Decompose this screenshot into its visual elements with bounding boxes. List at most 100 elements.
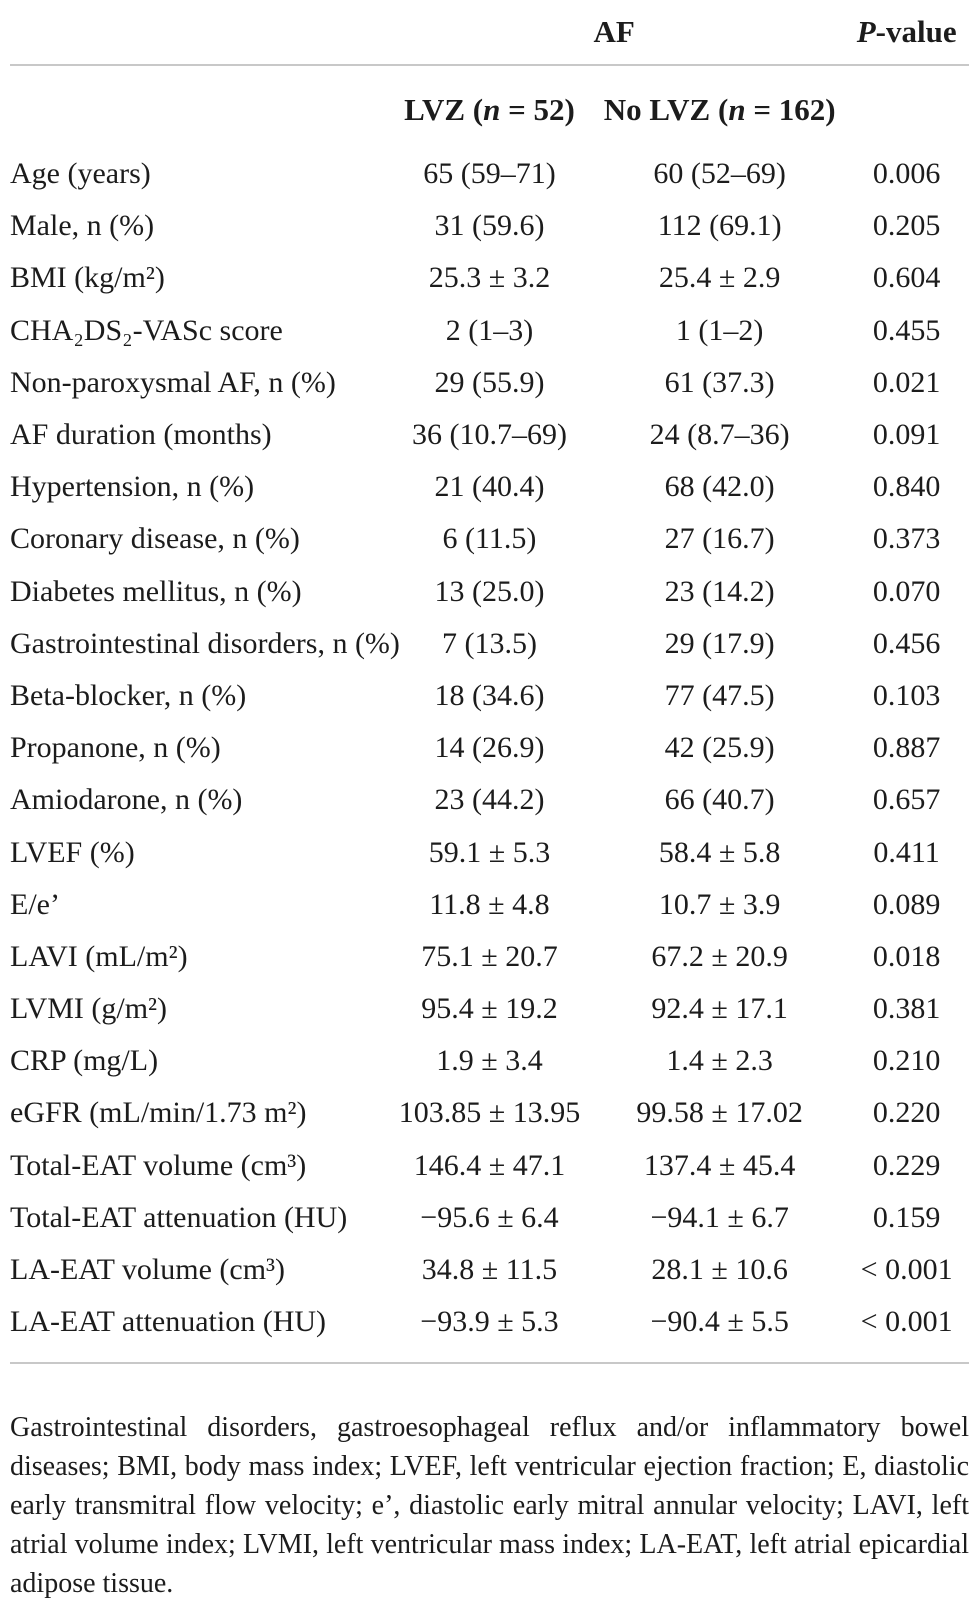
table-footnote: Gastrointestinal disorders, gastroesopha… [10, 1412, 969, 1600]
table-subheader-row: LVZ (n = 52) No LVZ (n = 162) [10, 66, 969, 148]
no-lvz-header-count: = 162) [745, 92, 836, 127]
lvz-value: 25.3 ± 3.2 [428, 261, 551, 295]
no-lvz-header-text: No LVZ ( [603, 92, 729, 127]
no-lvz-value: 61 (37.3) [664, 365, 775, 399]
row-label: E/e’ [10, 887, 60, 921]
lvz-value: 95.4 ± 19.2 [421, 992, 558, 1026]
lvz-value: 6 (11.5) [442, 522, 537, 556]
lvz-value: −93.9 ± 5.3 [420, 1305, 559, 1339]
p-value: 0.604 [872, 261, 941, 295]
lvz-value: 146.4 ± 47.1 [413, 1148, 566, 1182]
row-label: Amiodarone, n (%) [10, 783, 243, 817]
row-label: Age (years) [10, 157, 151, 191]
no-lvz-value: 42 (25.9) [664, 731, 775, 765]
table-row: Total-EAT attenuation (HU) −95.6 ± 6.4 −… [10, 1192, 969, 1244]
no-lvz-value: 60 (52–69) [653, 157, 786, 191]
row-label: LVEF (%) [10, 835, 135, 869]
p-value: 0.070 [872, 574, 941, 608]
table-row: Amiodarone, n (%) 23 (44.2) 66 (40.7) 0.… [10, 774, 969, 826]
p-value: < 0.001 [860, 1305, 953, 1339]
lvz-value: 29 (55.9) [434, 365, 545, 399]
lvz-value: 23 (44.2) [434, 783, 545, 817]
row-label: AF duration (months) [10, 418, 272, 452]
lvz-header-count: = 52) [500, 92, 575, 127]
no-lvz-value: 77 (47.5) [664, 678, 775, 712]
header-p-value: P-value [844, 14, 969, 50]
no-lvz-value: −90.4 ± 5.5 [650, 1305, 789, 1339]
p-value: < 0.001 [860, 1253, 953, 1287]
lvz-value: 18 (34.6) [434, 678, 545, 712]
table-row: AF duration (months) 36 (10.7–69) 24 (8.… [10, 409, 969, 461]
table-row: Diabetes mellitus, n (%) 13 (25.0) 23 (1… [10, 566, 969, 618]
row-label: eGFR (mL/min/1.73 m²) [10, 1096, 307, 1130]
row-label: Non-paroxysmal AF, n (%) [10, 365, 336, 399]
table-row: eGFR (mL/min/1.73 m²) 103.85 ± 13.95 99.… [10, 1087, 969, 1139]
no-lvz-value: 137.4 ± 45.4 [643, 1148, 796, 1182]
row-label: CHA₂DS₂-VASc score [10, 313, 283, 347]
lvz-value: 13 (25.0) [434, 574, 545, 608]
p-value: 0.840 [872, 470, 941, 504]
no-lvz-value: 66 (40.7) [664, 783, 775, 817]
row-label: BMI (kg/m²) [10, 261, 165, 295]
table-row: CHA₂DS₂-VASc score 2 (1–3) 1 (1–2) 0.455 [10, 305, 969, 357]
no-lvz-value: 58.4 ± 5.8 [658, 835, 781, 869]
lvz-value: −95.6 ± 6.4 [420, 1200, 559, 1234]
lvz-value: 59.1 ± 5.3 [428, 835, 551, 869]
row-label: Coronary disease, n (%) [10, 522, 300, 556]
lvz-value: 75.1 ± 20.7 [421, 939, 558, 973]
table-row: CRP (mg/L) 1.9 ± 3.4 1.4 ± 2.3 0.210 [10, 1035, 969, 1087]
no-lvz-value: 23 (14.2) [664, 574, 775, 608]
lvz-value: 36 (10.7–69) [411, 418, 567, 452]
row-label: LA-EAT volume (cm³) [10, 1253, 286, 1287]
lvz-value: 14 (26.9) [434, 731, 545, 765]
table-row: LA-EAT volume (cm³) 34.8 ± 11.5 28.1 ± 1… [10, 1244, 969, 1296]
no-lvz-value: 25.4 ± 2.9 [658, 261, 781, 295]
row-label: Hypertension, n (%) [10, 470, 255, 504]
lvz-value: 7 (13.5) [441, 626, 537, 660]
row-label: Propanone, n (%) [10, 731, 221, 765]
row-label: CRP (mg/L) [10, 1044, 159, 1078]
table-row: Male, n (%) 31 (59.6) 112 (69.1) 0.205 [10, 200, 969, 252]
lvz-value: 34.8 ± 11.5 [421, 1253, 558, 1287]
p-value: 0.006 [872, 157, 941, 191]
no-lvz-value: 92.4 ± 17.1 [651, 992, 788, 1026]
p-value: 0.210 [872, 1044, 941, 1078]
table-row: LAVI (mL/m²) 75.1 ± 20.7 67.2 ± 20.9 0.0… [10, 931, 969, 983]
p-value: 0.229 [872, 1148, 941, 1182]
p-value: 0.455 [872, 313, 941, 347]
row-label: Total-EAT volume (cm³) [10, 1148, 307, 1182]
bottom-rule [10, 1362, 969, 1365]
row-label: Beta-blocker, n (%) [10, 678, 247, 712]
lvz-value: 21 (40.4) [434, 470, 545, 504]
lvz-value: 2 (1–3) [445, 313, 534, 347]
lvz-value: 11.8 ± 4.8 [429, 887, 550, 921]
lvz-value: 1.9 ± 3.4 [436, 1044, 543, 1078]
row-label: Diabetes mellitus, n (%) [10, 574, 302, 608]
column-header-lvz: LVZ (n = 52) [384, 92, 595, 128]
no-lvz-value: 28.1 ± 10.6 [651, 1253, 788, 1287]
no-lvz-value: 1.4 ± 2.3 [666, 1044, 773, 1078]
p-value: 0.021 [872, 365, 941, 399]
table-row: Propanone, n (%) 14 (26.9) 42 (25.9) 0.8… [10, 722, 969, 774]
p-value: 0.381 [872, 992, 941, 1026]
row-label: LA-EAT attenuation (HU) [10, 1305, 327, 1339]
p-italic-letter: P [856, 14, 876, 49]
p-value: 0.018 [872, 939, 941, 973]
p-value: 0.159 [872, 1200, 941, 1234]
table-header-row: AF P-value [10, 0, 969, 64]
p-value: 0.089 [872, 887, 941, 921]
p-value-suffix: -value [875, 14, 957, 49]
no-lvz-value: −94.1 ± 6.7 [650, 1200, 789, 1234]
table-row: LVMI (g/m²) 95.4 ± 19.2 92.4 ± 17.1 0.38… [10, 983, 969, 1035]
row-label: LVMI (g/m²) [10, 992, 168, 1026]
column-header-no-lvz: No LVZ (n = 162) [595, 92, 844, 128]
p-value: 0.887 [872, 731, 941, 765]
p-value: 0.657 [872, 783, 941, 817]
no-lvz-value: 10.7 ± 3.9 [658, 887, 781, 921]
table-row: Gastrointestinal disorders, n (%) 7 (13.… [10, 618, 969, 670]
lvz-header-text: LVZ ( [404, 92, 484, 127]
row-label: Gastrointestinal disorders, n (%) [10, 626, 400, 660]
p-value: 0.373 [872, 522, 941, 556]
no-lvz-value: 68 (42.0) [664, 470, 775, 504]
table-row: LVEF (%) 59.1 ± 5.3 58.4 ± 5.8 0.411 [10, 826, 969, 878]
